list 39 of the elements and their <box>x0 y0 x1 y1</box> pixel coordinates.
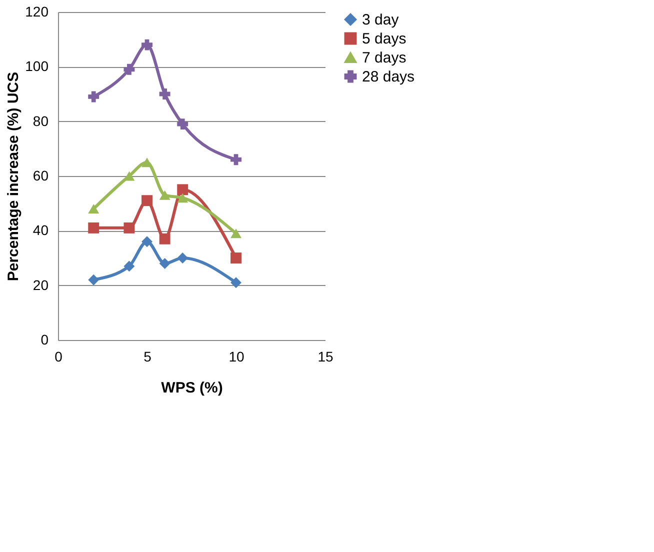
x-tick-label: 10 <box>228 348 244 364</box>
x-tick-label: 5 <box>144 348 152 364</box>
point <box>159 190 170 200</box>
y-tick-label: 60 <box>32 168 49 184</box>
point <box>88 204 100 214</box>
y-axis-title: Percentage increase (%) UCS <box>5 72 22 282</box>
point <box>177 193 188 203</box>
point <box>124 64 135 75</box>
point <box>177 252 188 264</box>
x-tick-label: 0 <box>54 348 63 364</box>
y-tick-label: 80 <box>32 112 49 129</box>
y-tick-label: 120 <box>25 4 49 20</box>
y-tick-label: 20 <box>32 276 49 293</box>
point <box>159 233 170 244</box>
point <box>88 91 100 102</box>
point <box>230 228 242 238</box>
y-tick-label: 0 <box>40 332 49 348</box>
point <box>88 222 100 234</box>
point <box>177 118 188 130</box>
x-axis-title: WPS (%) <box>161 380 223 396</box>
point <box>142 236 152 248</box>
legend-label: 28 days <box>362 68 415 86</box>
point <box>88 274 100 286</box>
point <box>230 252 242 264</box>
y-tick-label: 40 <box>32 222 49 238</box>
point <box>142 39 152 50</box>
legend-label: 3 day <box>362 12 400 28</box>
point <box>124 222 135 234</box>
x-tick-label: 15 <box>318 348 334 364</box>
legend-label: 5 days <box>362 30 406 48</box>
point <box>142 195 152 206</box>
point <box>230 154 242 166</box>
point <box>159 88 170 100</box>
legend-label: 7 days <box>362 50 406 66</box>
y-tick-label: 100 <box>25 58 49 74</box>
point <box>177 184 188 196</box>
point <box>230 277 242 288</box>
point <box>124 260 135 272</box>
point <box>159 258 170 269</box>
